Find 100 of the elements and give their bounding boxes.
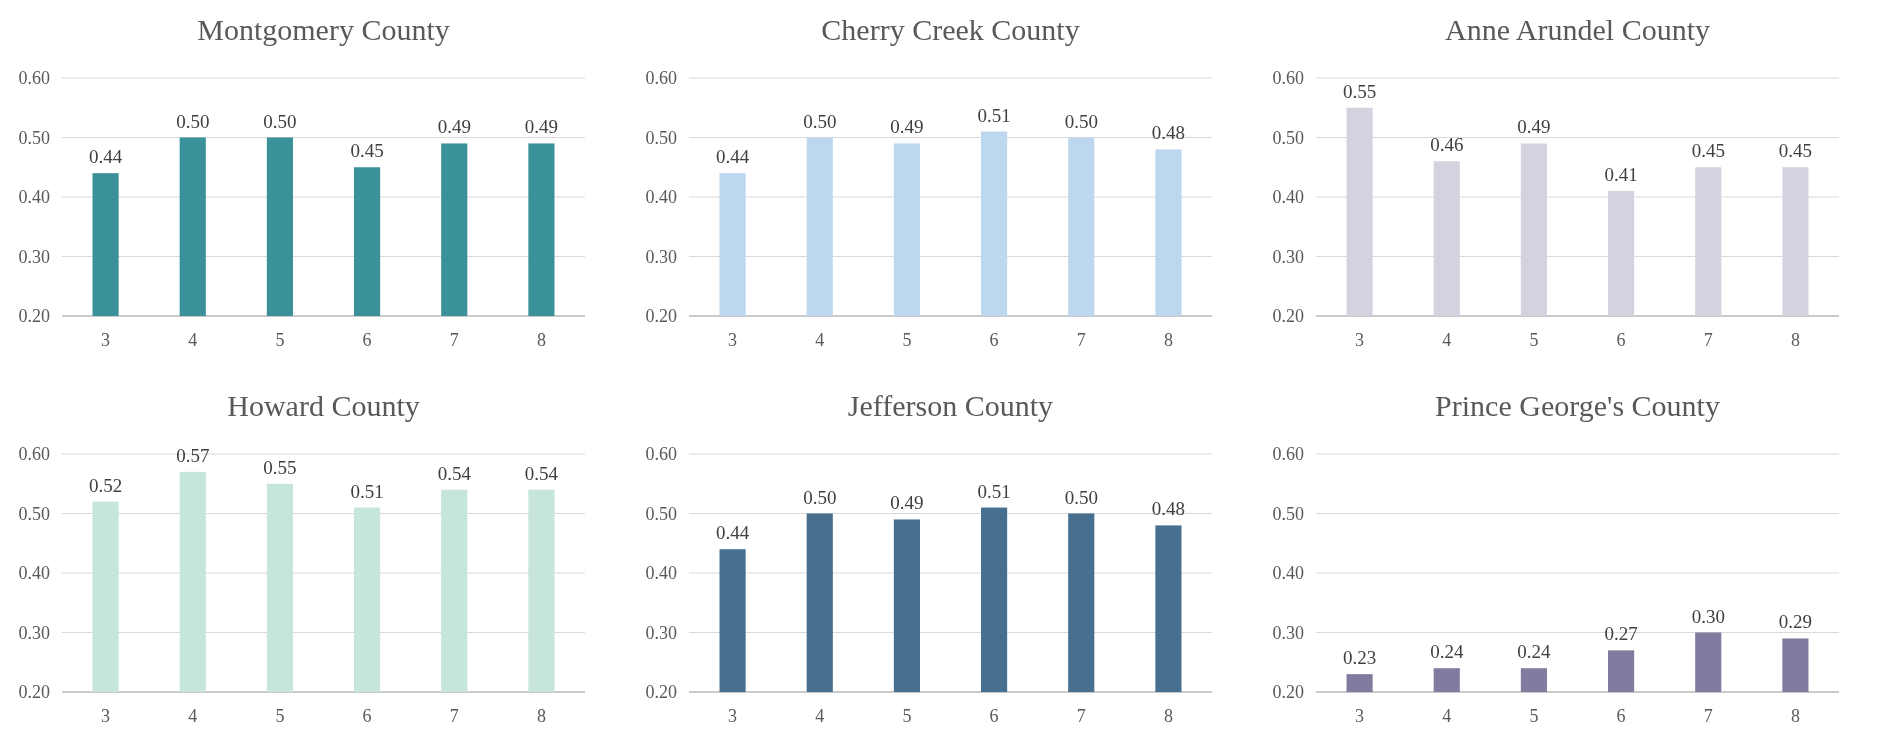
data-label: 0.29 [1778, 611, 1813, 633]
x-tick-label: 8 [536, 330, 546, 350]
y-tick-label: 0.50 [645, 127, 677, 148]
data-label: 0.24 [1430, 641, 1464, 663]
y-tick-label: 0.40 [18, 187, 50, 208]
x-tick-label: 3 [101, 706, 111, 726]
chart-title: Prince George's County [1435, 389, 1720, 422]
chart-title: Jefferson County [847, 389, 1054, 422]
x-tick-label: 3 [101, 330, 111, 350]
data-label: 0.55 [263, 456, 297, 478]
x-tick-label: 3 [728, 330, 738, 350]
data-label: 0.46 [1430, 134, 1464, 156]
data-label: 0.55 [1342, 80, 1377, 102]
data-label: 0.50 [803, 110, 837, 132]
x-tick-label: 4 [188, 330, 198, 350]
y-tick-label: 0.40 [645, 563, 677, 584]
y-tick-label: 0.50 [1272, 127, 1304, 148]
data-label: 0.50 [803, 486, 837, 508]
x-tick-label: 8 [1163, 706, 1173, 726]
y-tick-label: 0.20 [645, 306, 677, 327]
x-tick-label: 8 [1163, 330, 1173, 350]
data-label: 0.44 [715, 146, 750, 168]
data-label: 0.49 [890, 492, 924, 514]
y-tick-label: 0.30 [645, 246, 677, 267]
data-label: 0.51 [977, 480, 1011, 502]
y-tick-label: 0.60 [18, 444, 50, 465]
data-label: 0.48 [1151, 498, 1186, 520]
y-tick-label: 0.50 [645, 503, 677, 524]
y-tick-label: 0.30 [1272, 246, 1304, 267]
y-tick-label: 0.20 [1272, 682, 1304, 703]
x-tick-label: 5 [902, 706, 912, 726]
x-tick-label: 6 [1616, 330, 1626, 350]
y-tick-label: 0.50 [18, 127, 50, 148]
data-label: 0.30 [1691, 605, 1725, 627]
x-tick-label: 5 [275, 706, 285, 726]
data-label: 0.50 [1064, 486, 1098, 508]
y-tick-label: 0.60 [1272, 68, 1304, 89]
y-tick-label: 0.60 [645, 68, 677, 89]
chart-title: Anne Arundel County [1445, 13, 1710, 46]
data-label: 0.24 [1517, 641, 1552, 663]
x-tick-label: 6 [362, 330, 372, 350]
x-tick-label: 6 [989, 330, 999, 350]
data-label: 0.44 [715, 522, 750, 544]
x-tick-label: 7 [1703, 706, 1713, 726]
y-tick-label: 0.40 [1272, 563, 1304, 584]
data-label: 0.54 [524, 462, 559, 484]
data-label: 0.49 [1517, 116, 1551, 138]
data-label: 0.45 [1691, 140, 1725, 162]
data-label: 0.27 [1604, 623, 1638, 645]
chart-title: Montgomery County [197, 13, 450, 46]
data-label: 0.49 [890, 116, 924, 138]
x-tick-label: 4 [1442, 706, 1452, 726]
x-tick-label: 5 [275, 330, 285, 350]
y-tick-label: 0.60 [1272, 444, 1304, 465]
y-tick-label: 0.40 [645, 187, 677, 208]
x-tick-label: 5 [1529, 706, 1539, 726]
x-tick-label: 3 [728, 706, 738, 726]
x-tick-label: 3 [1355, 706, 1365, 726]
data-label: 0.45 [1778, 140, 1813, 162]
x-tick-label: 8 [536, 706, 546, 726]
x-tick-label: 7 [1076, 330, 1086, 350]
y-tick-label: 0.20 [18, 682, 50, 703]
x-tick-label: 4 [188, 706, 198, 726]
x-tick-label: 5 [902, 330, 912, 350]
data-label: 0.51 [350, 480, 384, 502]
data-label: 0.49 [524, 116, 559, 138]
data-label: 0.45 [350, 140, 384, 162]
data-label: 0.41 [1604, 164, 1638, 186]
x-tick-label: 5 [1529, 330, 1539, 350]
data-label: 0.51 [977, 104, 1011, 126]
x-tick-label: 6 [362, 706, 372, 726]
data-label: 0.50 [1064, 110, 1098, 132]
y-tick-label: 0.50 [18, 503, 50, 524]
y-tick-label: 0.60 [18, 68, 50, 89]
x-tick-label: 8 [1790, 706, 1800, 726]
y-tick-label: 0.20 [645, 682, 677, 703]
x-tick-label: 4 [815, 330, 825, 350]
x-tick-label: 4 [1442, 330, 1452, 350]
x-tick-label: 8 [1790, 330, 1800, 350]
y-tick-label: 0.40 [1272, 187, 1304, 208]
y-tick-label: 0.20 [1272, 306, 1304, 327]
x-tick-label: 3 [1355, 330, 1365, 350]
x-tick-label: 7 [449, 330, 459, 350]
data-label: 0.50 [263, 110, 297, 132]
x-tick-label: 6 [989, 706, 999, 726]
data-label: 0.44 [88, 146, 123, 168]
x-tick-label: 7 [1703, 330, 1713, 350]
y-tick-label: 0.30 [645, 622, 677, 643]
y-tick-label: 0.30 [18, 622, 50, 643]
x-tick-label: 4 [815, 706, 825, 726]
data-label: 0.52 [88, 474, 123, 496]
y-tick-label: 0.40 [18, 563, 50, 584]
x-tick-label: 6 [1616, 706, 1626, 726]
x-tick-label: 7 [1076, 706, 1086, 726]
y-tick-label: 0.30 [18, 246, 50, 267]
data-label: 0.23 [1342, 647, 1377, 669]
data-label: 0.50 [176, 110, 210, 132]
chart-title: Howard County [227, 389, 420, 422]
x-tick-label: 7 [449, 706, 459, 726]
data-label: 0.48 [1151, 122, 1186, 144]
